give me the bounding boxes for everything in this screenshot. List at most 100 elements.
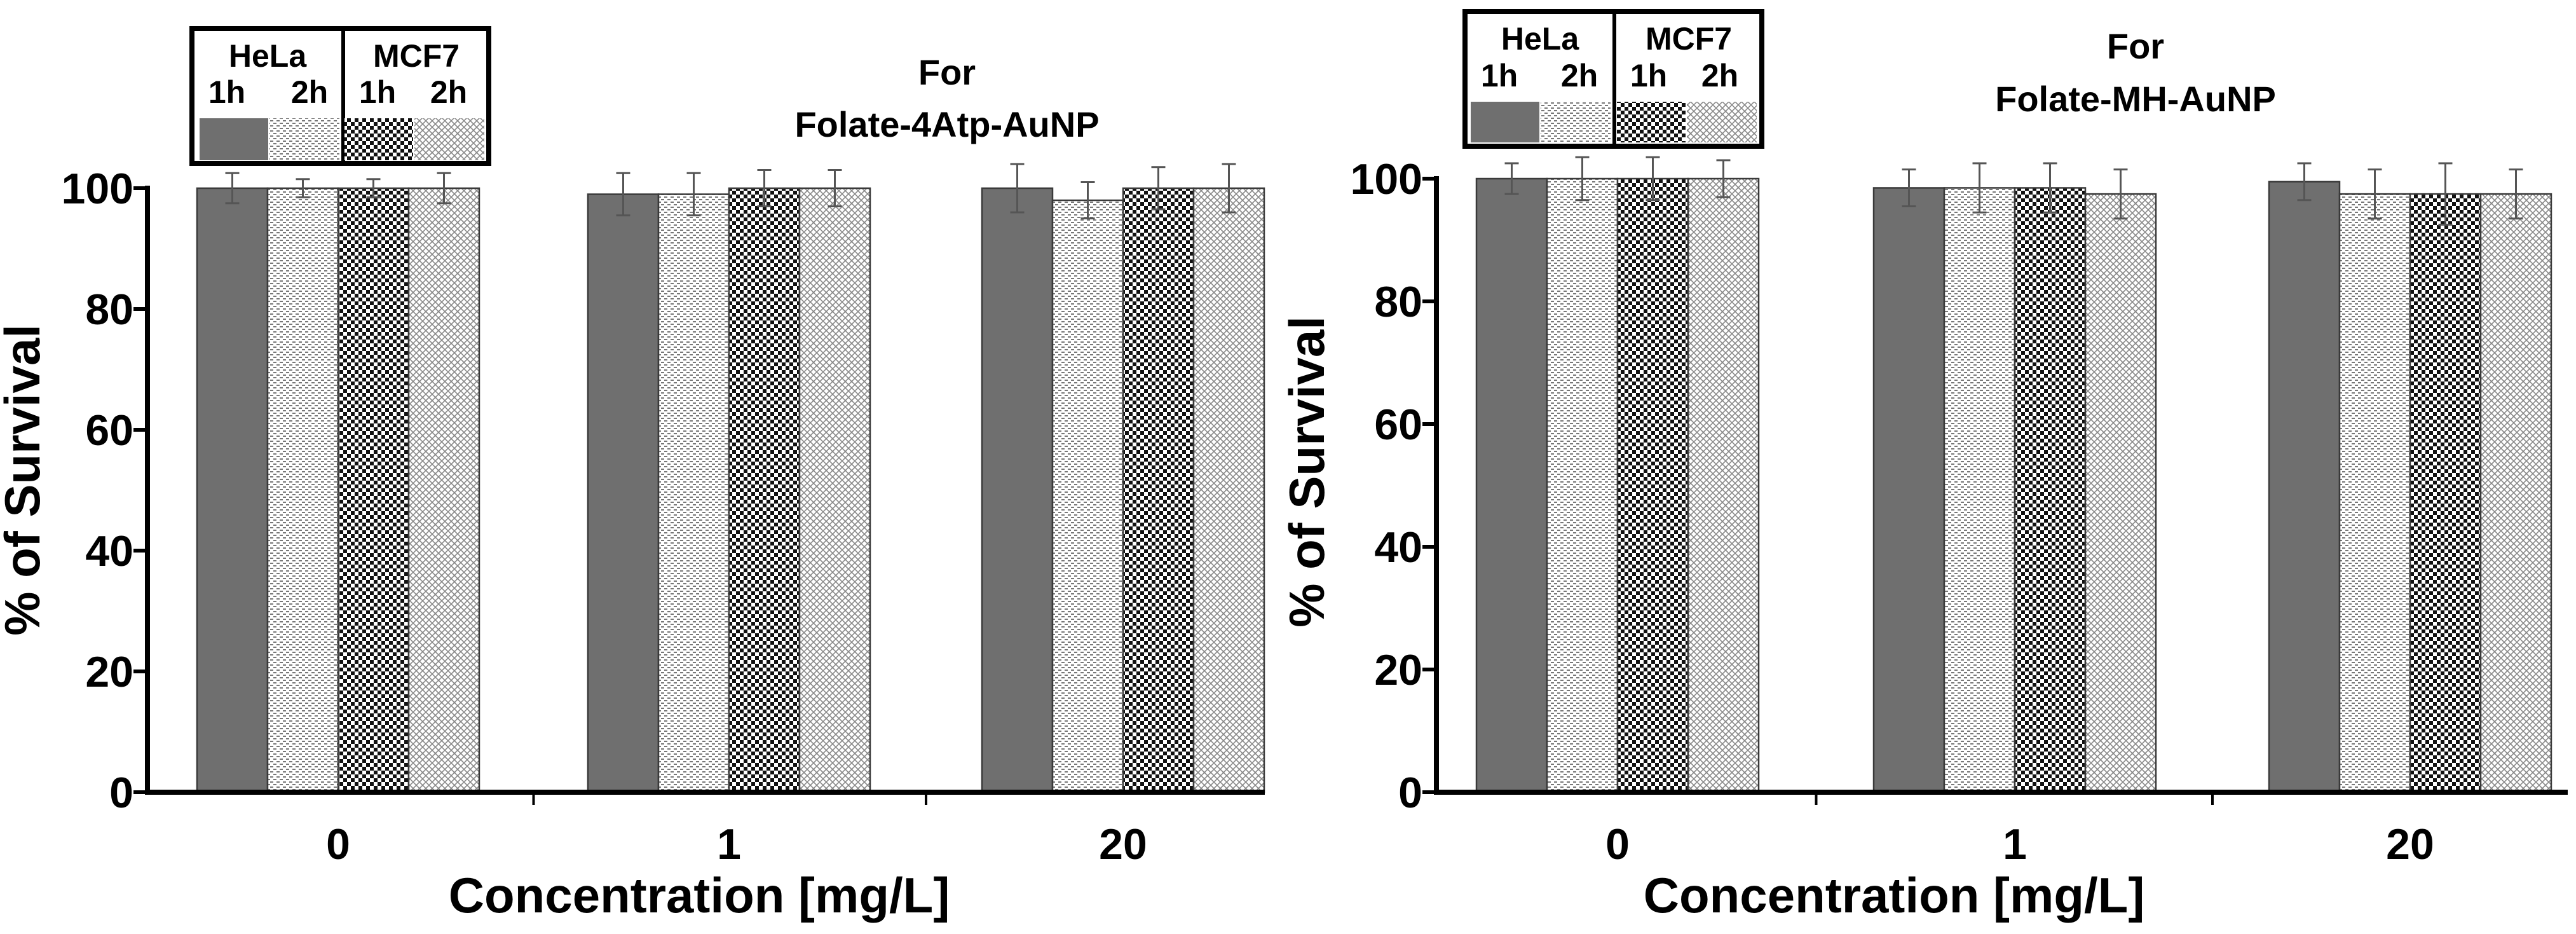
bar-mcf7-2h-conc-20 <box>1192 187 1265 793</box>
error-bar-hela-2h-conc-20 <box>1080 181 1095 219</box>
x-axis-ticks: 0 1 20 <box>326 792 1147 869</box>
error-bars <box>1504 156 2523 226</box>
error-bar-hela-1h-conc-0 <box>225 172 240 205</box>
error-bar-mcf7-1h-conc-0 <box>366 178 381 198</box>
y-tick-label: 100 <box>1351 155 1422 203</box>
y-tick-label: 80 <box>85 285 133 334</box>
legend-sub-hela-2h: 2h <box>1561 58 1598 93</box>
legend-sub-mcf7-2h: 2h <box>430 74 467 110</box>
y-axis-title: % of Survival <box>0 324 50 636</box>
x-axis-ticks: 0 1 20 <box>1605 792 2434 869</box>
legend-group-hela: HeLa <box>1501 21 1579 57</box>
error-bar-mcf7-1h-conc-20 <box>1151 166 1166 210</box>
x-tick-label: 20 <box>1099 820 1147 869</box>
legend-group-mcf7: MCF7 <box>373 38 460 74</box>
legend-sub-hela-2h: 2h <box>291 74 328 110</box>
legend-swatch-mcf7-1h <box>1617 102 1686 142</box>
x-tick-label: 1 <box>717 820 741 869</box>
y-tick-label: 60 <box>85 406 133 455</box>
error-bar-mcf7-2h-conc-0 <box>1716 159 1731 198</box>
error-bar-mcf7-2h-conc-0 <box>437 172 451 205</box>
error-bar-hela-2h-conc-1 <box>686 172 701 217</box>
y-tick-label: 0 <box>1398 769 1422 817</box>
legend-sub-mcf7-1h: 1h <box>1630 58 1667 93</box>
y-axis-ticks: 0 20 40 60 80 100 <box>1351 155 1436 817</box>
error-bar-hela-1h-conc-1 <box>1902 168 1916 207</box>
y-tick-label: 20 <box>85 648 133 696</box>
error-bar-hela-2h-conc-0 <box>1575 156 1590 202</box>
bar-mcf7-2h-conc-1 <box>798 187 871 793</box>
error-bar-mcf7-1h-conc-0 <box>1646 156 1660 202</box>
error-bar-mcf7-1h-conc-1 <box>757 169 772 207</box>
error-bar-mcf7-2h-conc-20 <box>2509 168 2523 220</box>
error-bar-mcf7-2h-conc-1 <box>828 169 842 207</box>
y-tick-label: 40 <box>1374 523 1422 572</box>
chart-title-line2: Folate-4Atp-AuNP <box>794 104 1099 144</box>
bar-hela-2h-conc-1 <box>657 193 730 793</box>
legend-swatch-hela-2h <box>1541 102 1611 142</box>
legend-group-mcf7: MCF7 <box>1646 21 1732 57</box>
bar-mcf7-2h-conc-0 <box>407 187 480 793</box>
chart-panel-folate-4atp: % of Survival Concentration [mg/L] For F… <box>0 26 1265 923</box>
legend-group-hela: HeLa <box>229 38 307 74</box>
y-tick-label: 20 <box>1374 646 1422 694</box>
error-bar-mcf7-2h-conc-20 <box>1222 163 1236 214</box>
legend-sub-mcf7-1h: 1h <box>359 74 396 110</box>
error-bar-mcf7-2h-conc-1 <box>2113 168 2128 220</box>
bar-hela-1h-conc-20 <box>981 187 1054 793</box>
bar-mcf7-1h-conc-20 <box>1122 187 1195 793</box>
bar-mcf7-1h-conc-0 <box>337 187 410 793</box>
y-tick-label: 0 <box>109 769 133 817</box>
error-bar-mcf7-1h-conc-1 <box>2043 162 2057 214</box>
bar-mcf7-2h-conc-20 <box>2479 193 2552 793</box>
legend-sub-hela-1h: 1h <box>1481 58 1518 93</box>
legend-swatch-mcf7-2h <box>414 118 484 160</box>
bar-mcf7-1h-conc-1 <box>2014 187 2087 793</box>
y-axis-label: % of Survival <box>0 324 50 636</box>
y-tick-label: 40 <box>85 527 133 575</box>
error-bar-hela-2h-conc-0 <box>296 178 310 198</box>
error-bar-hela-1h-conc-0 <box>1504 162 1519 195</box>
bar-hela-2h-conc-1 <box>1943 187 2016 793</box>
bar-hela-1h-conc-1 <box>587 193 660 793</box>
chart-title-line1: For <box>918 52 976 92</box>
legend-sub-hela-1h: 1h <box>208 74 245 110</box>
chart-panel-folate-mh: % of Survival Concentration [mg/L] For F… <box>1279 9 2568 923</box>
chart-title-line2: Folate-MH-AuNP <box>1995 79 2276 119</box>
x-tick-label: 20 <box>2386 820 2434 869</box>
bar-hela-2h-conc-0 <box>266 187 339 793</box>
legend-swatch-hela-2h <box>269 118 339 160</box>
bar-hela-2h-conc-0 <box>1546 177 1619 793</box>
bar-hela-1h-conc-0 <box>196 187 269 793</box>
x-axis-label: Concentration [mg/L] <box>1644 867 2145 923</box>
bar-mcf7-1h-conc-0 <box>1616 177 1689 793</box>
bar-hela-1h-conc-0 <box>1475 177 1548 793</box>
error-bar-hela-1h-conc-20 <box>2297 162 2312 202</box>
bar-mcf7-2h-conc-1 <box>2084 193 2157 793</box>
legend: HeLa MCF7 1h 2h 1h 2h <box>1462 9 1764 149</box>
y-axis-label: % of Survival <box>1279 316 1335 628</box>
x-tick-label: 1 <box>2003 820 2027 869</box>
y-tick-label: 60 <box>1374 401 1422 449</box>
legend-swatch-mcf7-1h <box>344 118 413 160</box>
y-tick-label: 80 <box>1374 278 1422 326</box>
y-axis-title: % of Survival <box>1279 316 1335 628</box>
bar-hela-1h-conc-20 <box>2268 181 2341 793</box>
error-bars <box>225 163 1236 219</box>
bar-hela-2h-conc-20 <box>1051 199 1124 793</box>
legend-sub-mcf7-2h: 2h <box>1701 58 1738 93</box>
bars <box>1475 177 2552 793</box>
error-bar-hela-2h-conc-1 <box>1972 162 1987 214</box>
bars <box>196 187 1265 793</box>
bar-mcf7-1h-conc-20 <box>2409 193 2482 793</box>
error-bar-hela-1h-conc-1 <box>616 172 630 217</box>
legend-swatch-mcf7-2h <box>1687 102 1757 142</box>
y-tick-label: 100 <box>62 165 133 213</box>
legend-swatch-hela-1h <box>1471 102 1539 142</box>
bar-mcf7-2h-conc-0 <box>1687 177 1760 793</box>
chart-title-line1: For <box>2107 26 2164 66</box>
error-bar-hela-2h-conc-20 <box>2368 168 2382 220</box>
legend-swatch-hela-1h <box>200 118 268 160</box>
x-axis-label: Concentration [mg/L] <box>449 867 950 923</box>
